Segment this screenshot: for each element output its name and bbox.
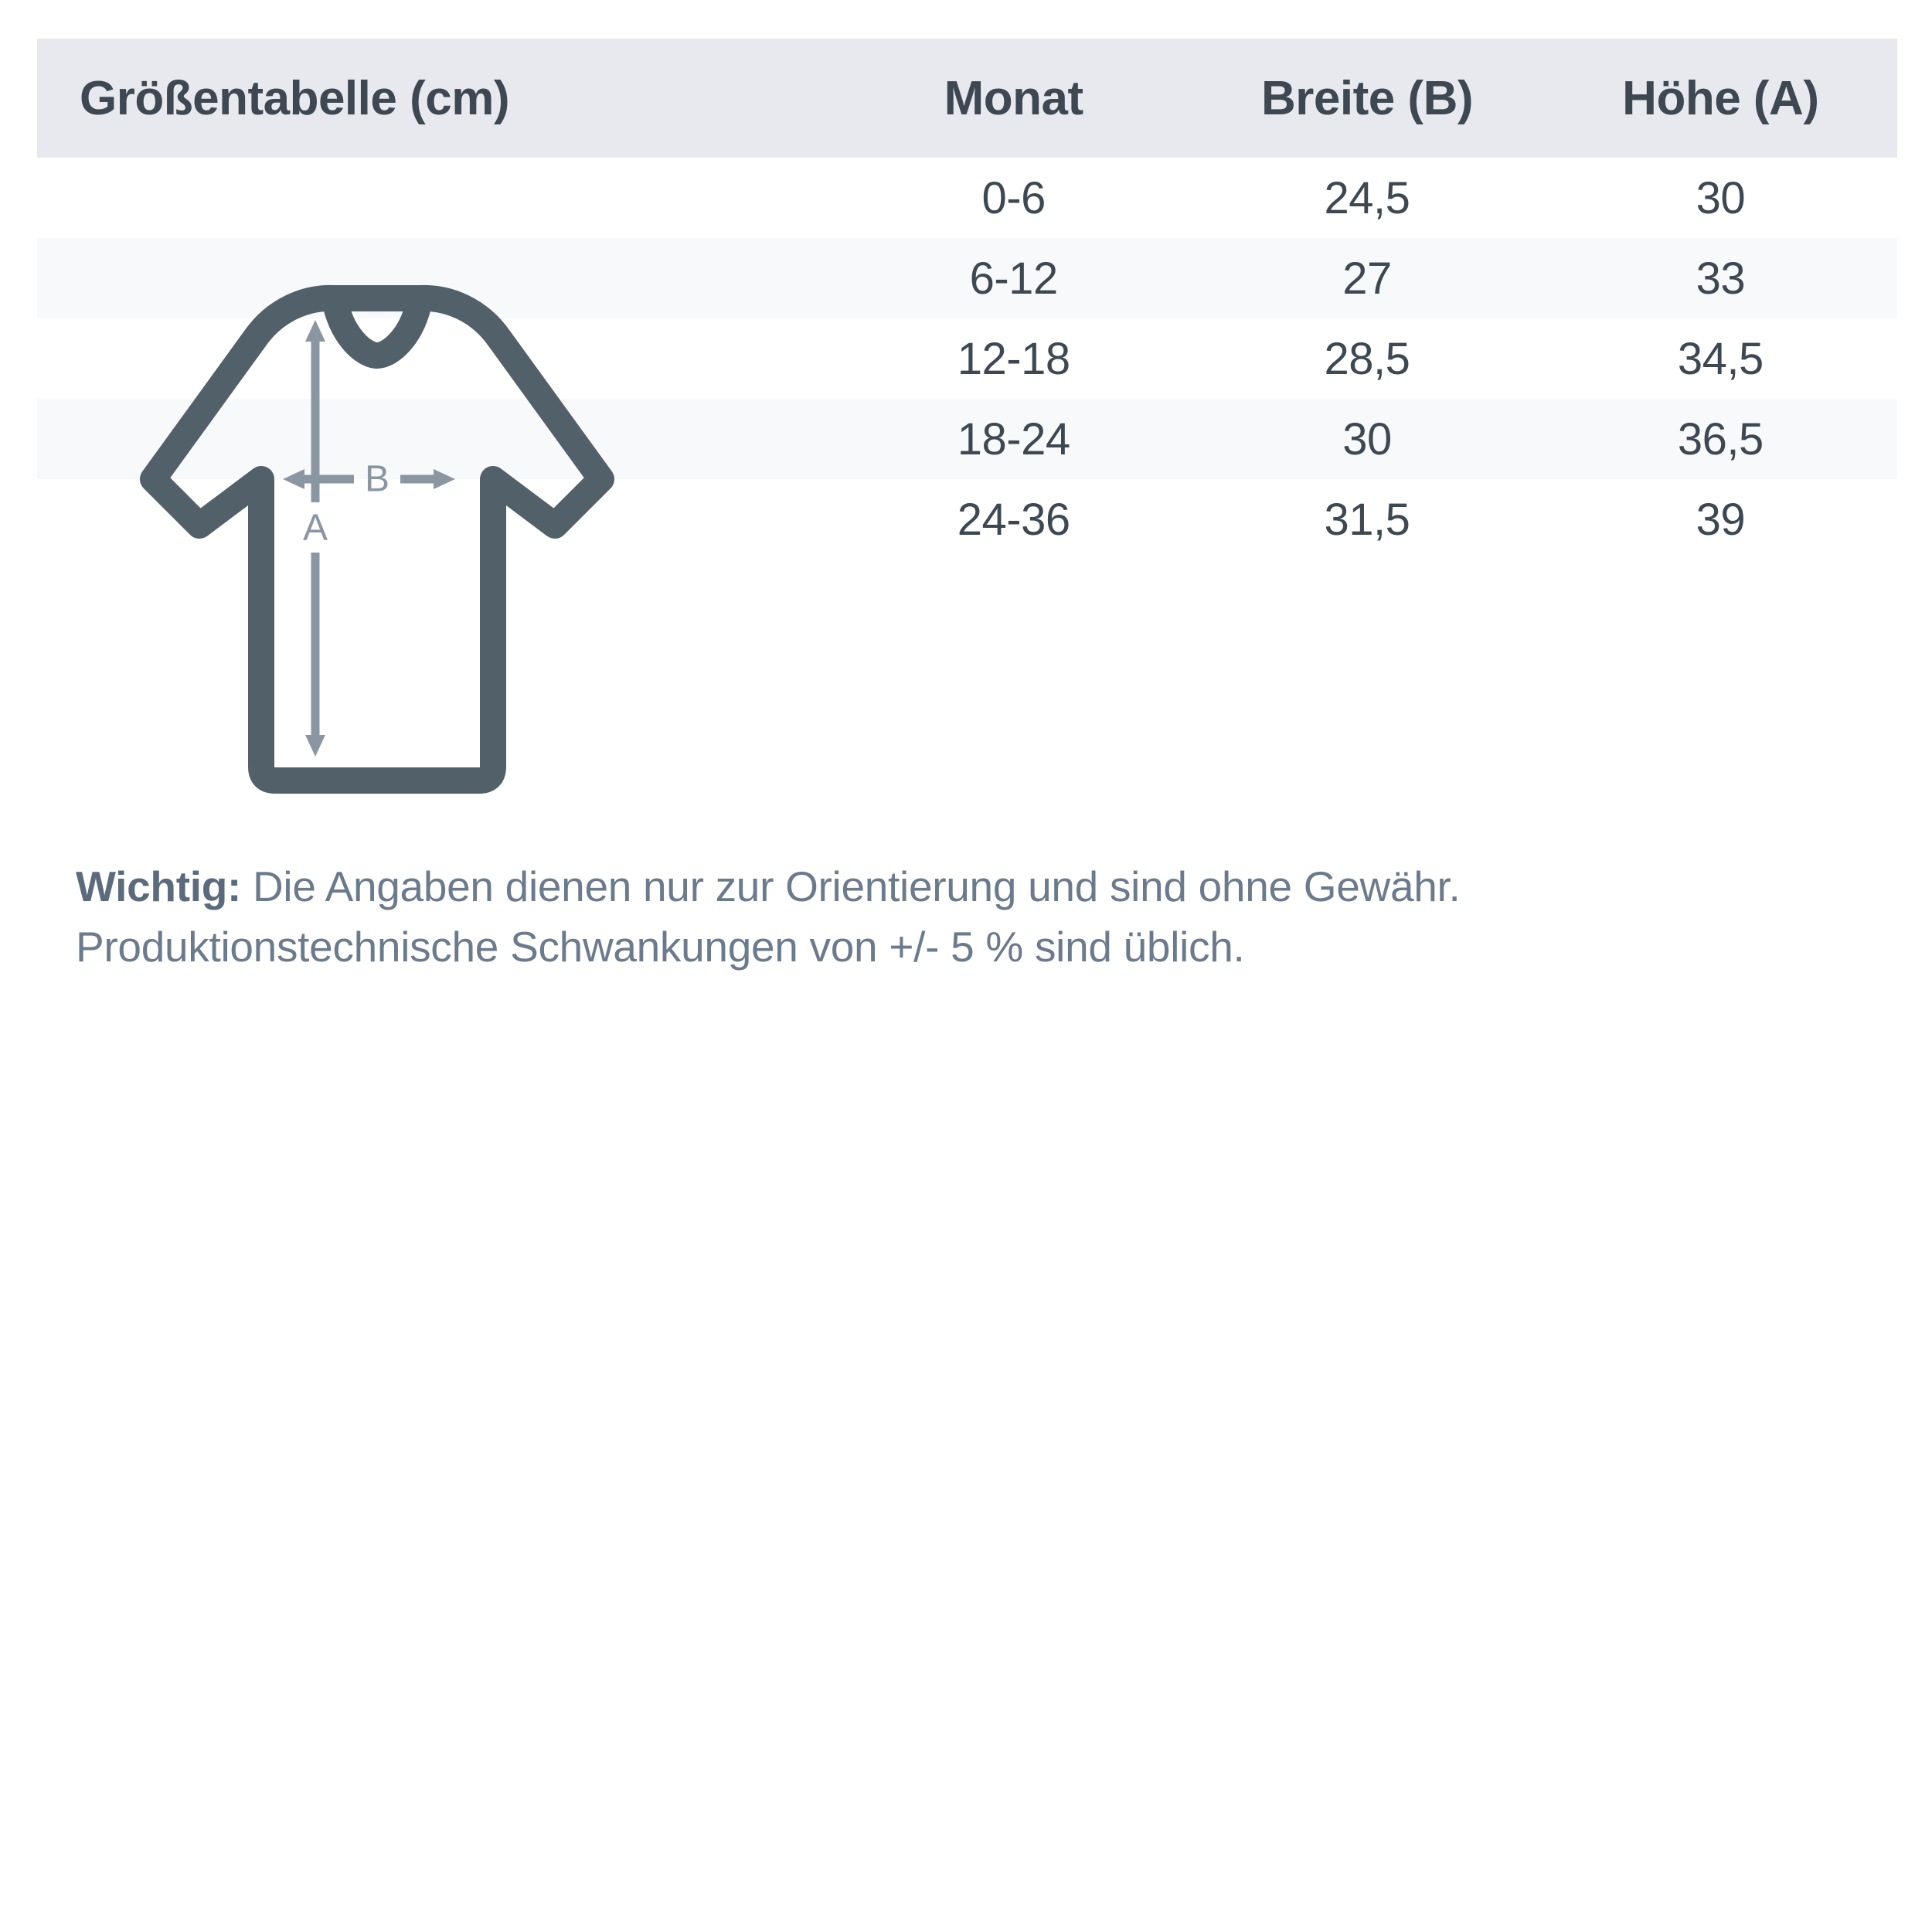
table-header-row: Größentabelle (cm) Monat Breite (B) Höhe… <box>37 39 1897 158</box>
table-row: 18-24 30 36,5 <box>37 399 1897 479</box>
table-row: 0-6 24,5 30 <box>37 158 1897 238</box>
page-title: Größentabelle (cm) <box>80 71 510 125</box>
cell-breite: 31,5 <box>1324 494 1410 545</box>
cell-hoehe: 39 <box>1696 494 1746 545</box>
column-header-breite: Breite (B) <box>1260 71 1474 125</box>
cell-monat: 0-6 <box>981 172 1046 223</box>
height-arrow-a <box>305 320 325 757</box>
cell-hoehe: 36,5 <box>1677 413 1764 464</box>
cell-monat: 12-18 <box>957 333 1070 384</box>
footnote-strong: Wichtig: <box>76 862 242 910</box>
table-row: 24-36 31,5 39 <box>37 479 1897 560</box>
height-label-a: A <box>303 508 328 549</box>
tshirt-outline-icon <box>140 284 614 794</box>
cell-hoehe: 34,5 <box>1677 333 1764 384</box>
footnote-line-2: Produktionstechnische Schwankungen von +… <box>76 923 1245 971</box>
cell-monat: 6-12 <box>969 253 1059 304</box>
cell-breite: 30 <box>1342 413 1392 464</box>
cell-breite: 27 <box>1342 253 1392 304</box>
column-header-hoehe: Höhe (A) <box>1622 71 1819 125</box>
cell-monat: 18-24 <box>957 413 1070 464</box>
cell-breite: 24,5 <box>1324 172 1410 223</box>
cell-hoehe: 30 <box>1696 172 1746 223</box>
footnote: Wichtig: Die Angaben dienen nur zur Orie… <box>76 856 1876 977</box>
cell-breite: 28,5 <box>1324 333 1410 384</box>
width-label-b: B <box>365 459 389 500</box>
column-header-monat: Monat <box>944 71 1084 125</box>
cell-hoehe: 33 <box>1696 253 1746 304</box>
cell-monat: 24-36 <box>957 494 1070 545</box>
width-arrow-b <box>283 469 455 489</box>
tshirt-diagram: B A <box>108 247 726 819</box>
footnote-line-1: Die Angaben dienen nur zur Orientierung … <box>241 862 1461 910</box>
